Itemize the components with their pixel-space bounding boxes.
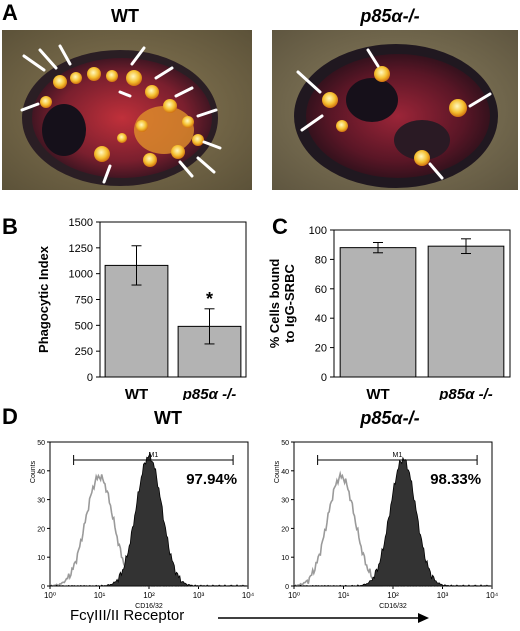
y-tick-label: 0 — [87, 372, 93, 384]
panel-letter-a: A — [2, 0, 18, 25]
y-tick-label: 50 — [281, 440, 289, 447]
y-tick-label: 60 — [315, 284, 327, 296]
x-category-label: WT — [125, 386, 148, 400]
y-tick-label: 40 — [37, 469, 45, 476]
y-tick-label: 20 — [315, 343, 327, 355]
y-tick-label: 40 — [315, 313, 327, 325]
y-tick-label: 1000 — [69, 269, 93, 281]
y-tick-label: 20 — [37, 526, 45, 533]
y-tick-label: 0 — [285, 584, 289, 591]
x-tick-label: 10⁴ — [486, 591, 499, 600]
gate-percent: 97.94% — [186, 471, 237, 488]
y-tick-label: 80 — [315, 254, 327, 266]
y-tick-label: 250 — [75, 346, 93, 358]
y-tick-label: 500 — [75, 320, 93, 332]
gate-label: M1 — [148, 452, 158, 459]
y-tick-label: 10 — [281, 555, 289, 562]
x-tick-label: 10³ — [437, 591, 449, 600]
panel-letter-c: C — [272, 214, 288, 239]
y-axis-label: Counts — [30, 460, 37, 483]
x-axis-label: CD16/32 — [135, 603, 163, 610]
y-tick-label: 30 — [281, 498, 289, 505]
micrograph-ko — [272, 30, 518, 190]
y-axis-label: Phagocytic Index — [36, 245, 51, 353]
y-tick-label: 0 — [41, 584, 45, 591]
x-tick-label: 10¹ — [94, 591, 106, 600]
plot-frame — [333, 229, 511, 378]
x-axis-caption-row: FcγIII/II Receptor — [70, 605, 430, 629]
chart-c-cells-bound: 0 20 40 60 80 100 % Cells boundto IgG-SRBC WT p8… — [267, 225, 511, 400]
y-tick-label: 30 — [37, 498, 45, 505]
panel-d-right-title: p85α-/- — [360, 408, 420, 428]
panel-d-left-title: WT — [154, 408, 182, 428]
panel-a-left-title: WT — [111, 6, 139, 26]
gate-percent: 98.33% — [430, 471, 481, 488]
bar — [339, 247, 417, 378]
y-axis-label: % Cells boundto IgG-SRBC — [267, 259, 297, 349]
y-axis-label-line: to IgG-SRBC — [282, 264, 297, 343]
x-category-label: p85α -/- — [182, 386, 236, 400]
stained-histogram — [293, 456, 492, 587]
y-tick-label: 20 — [281, 526, 289, 533]
x-tick-label: 10³ — [193, 591, 205, 600]
chart-b-phagocytic-index: 0 250 500 750 1000 1250 1500 Phagocytic Index WT… — [36, 217, 247, 400]
x-tick-label: 10¹ — [338, 591, 350, 600]
x-tick-label: 10² — [143, 591, 155, 600]
panel-letter-b: B — [2, 214, 18, 239]
x-tick-label: 10⁴ — [242, 591, 255, 600]
x-axis-caption: FcγIII/II Receptor — [70, 607, 185, 624]
stained-histogram — [49, 451, 248, 587]
significance-star: * — [206, 289, 213, 309]
y-tick-label: 1500 — [69, 217, 93, 229]
y-tick-label: 40 — [281, 469, 289, 476]
x-tick-label: 10² — [387, 591, 399, 600]
y-axis-label: Counts — [274, 460, 281, 483]
y-tick-label: 0 — [321, 372, 327, 384]
micrograph-wt — [2, 30, 252, 190]
bar — [427, 245, 505, 378]
panel-letter-d: D — [2, 404, 18, 429]
chart-d-ko-histogram: 0 10 20 30 40 50 Counts 10⁰ 10¹ 10² 10³ 10⁴ CD16/32 M… — [274, 440, 499, 610]
x-axis-label: CD16/32 — [379, 603, 407, 610]
y-tick-label: 10 — [37, 555, 45, 562]
y-axis-label-line: % Cells bound — [267, 259, 282, 349]
gate-label: M1 — [392, 452, 402, 459]
chart-d-wt-histogram: 0 10 20 30 40 50 Counts 10⁰ 10¹ 10² 10³ 10⁴ CD16/32 M… — [30, 440, 255, 610]
y-tick-label: 100 — [309, 225, 327, 237]
x-tick-label: 10⁰ — [44, 591, 56, 600]
y-tick-label: 1250 — [69, 243, 93, 255]
x-category-label: p85α -/- — [438, 386, 492, 400]
x-category-label: WT — [366, 386, 389, 400]
x-tick-label: 10⁰ — [288, 591, 300, 600]
y-tick-label: 750 — [75, 295, 93, 307]
arrow-right-icon — [218, 613, 429, 623]
y-tick-label: 50 — [37, 440, 45, 447]
panel-a-right-title: p85α-/- — [360, 6, 420, 26]
